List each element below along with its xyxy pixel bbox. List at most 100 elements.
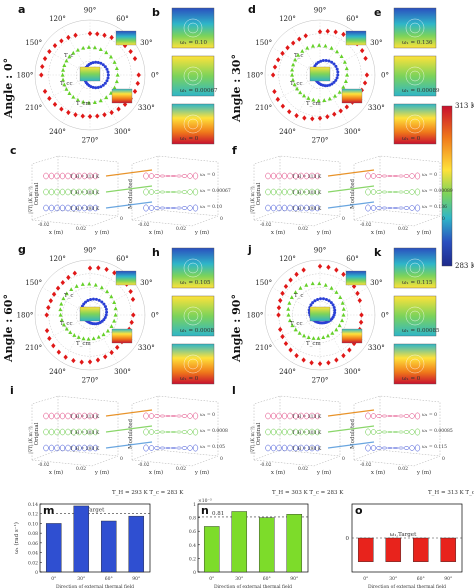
surface-line	[270, 428, 277, 436]
polar-tick-label: 270°	[82, 137, 99, 145]
y-tick-label: 0	[193, 570, 196, 576]
surface-line	[148, 189, 155, 195]
data-point-red	[276, 57, 281, 63]
data-point-blue	[104, 313, 108, 317]
surface-line	[314, 412, 321, 420]
temp-label: T_cc	[290, 321, 303, 327]
surface-line	[403, 446, 410, 450]
surface-line	[376, 414, 382, 418]
data-point-green	[64, 291, 69, 296]
surface-line	[48, 428, 55, 436]
axis-tick-label: 0.02	[176, 466, 186, 472]
data-point-green	[112, 85, 117, 90]
surface-line	[298, 412, 304, 420]
surface-line	[298, 428, 304, 436]
surface-line	[276, 428, 282, 436]
surface-line	[148, 173, 155, 179]
surface-line	[292, 412, 299, 420]
axis-tick-label: 0.02	[298, 226, 308, 232]
surface-line	[403, 430, 410, 434]
surface-line	[192, 444, 199, 452]
data-point-red	[347, 347, 352, 353]
axis-tick-label: 0	[342, 216, 345, 222]
data-point-green	[291, 62, 296, 67]
data-point-blue	[328, 83, 332, 87]
data-point-blue	[319, 59, 323, 63]
surface-line	[398, 446, 404, 450]
data-point-red	[280, 50, 285, 56]
surface-line	[170, 415, 177, 417]
panel-letter: a	[18, 3, 25, 16]
x-tick-label: 60°	[105, 576, 113, 582]
data-point-red	[276, 305, 282, 311]
data-point-green	[344, 66, 349, 71]
field-map-ring	[187, 118, 199, 130]
data-point-green	[341, 312, 346, 317]
x-axis-label: x (m)	[271, 469, 285, 476]
data-point-blue	[321, 59, 325, 63]
angle-label: Angle : 0°	[2, 58, 15, 119]
bar	[385, 537, 402, 562]
surface-line	[59, 188, 66, 196]
data-point-red	[56, 349, 62, 355]
surface-line	[143, 204, 149, 212]
surface-line	[370, 189, 377, 195]
data-point-green	[316, 336, 321, 340]
surface-line	[276, 188, 282, 196]
polar-tick-label: 330°	[138, 344, 155, 352]
axes-box	[353, 155, 441, 227]
surface-line	[392, 415, 399, 417]
bar	[286, 514, 303, 573]
connector-arrow	[105, 441, 153, 449]
panel-letter: f	[232, 144, 237, 157]
data-point-red	[364, 72, 370, 78]
polar-tick-label: 30°	[140, 39, 152, 47]
gradient-3d-panel-l: l |∇T| (K m⁻¹) Original Modulated x (m) y (m)…	[232, 384, 453, 476]
surface-line	[314, 172, 321, 180]
surface-line	[181, 174, 188, 178]
surface-line	[92, 444, 99, 452]
surface-line	[265, 444, 271, 452]
temperature-legend: T_H = 293 K	[292, 206, 322, 212]
data-point-green	[61, 67, 66, 72]
bar	[231, 511, 248, 573]
x-axis-label: x (m)	[149, 229, 163, 236]
data-point-red	[363, 55, 368, 62]
x-axis-label: x (m)	[371, 469, 385, 476]
axis-tick-label: -0.02	[360, 462, 372, 468]
surface-line	[192, 188, 199, 196]
data-point-green	[76, 335, 81, 339]
data-point-green	[108, 54, 113, 59]
data-point-red	[95, 357, 101, 363]
data-point-red	[131, 312, 136, 318]
data-point-green	[61, 296, 66, 301]
data-point-green	[340, 300, 345, 305]
surface-line	[148, 445, 155, 451]
temperature-legend: T_H = 313 K	[292, 174, 322, 180]
surface-line	[159, 430, 166, 434]
polar-tick-label: 270°	[312, 137, 329, 145]
surface-line	[154, 446, 160, 450]
surface-line	[376, 430, 382, 434]
temperature-legend: T_H = 293 K	[70, 446, 100, 452]
surface-line	[303, 188, 310, 196]
surface-line	[392, 447, 399, 449]
data-point-red	[66, 274, 71, 281]
surface-line	[176, 414, 182, 418]
surface-line	[143, 412, 149, 420]
surface-line	[81, 412, 88, 420]
surface-line	[281, 188, 288, 196]
original-label: Original	[256, 422, 262, 445]
data-point-red	[59, 38, 64, 44]
data-point-blue	[322, 297, 326, 301]
data-point-red	[355, 290, 360, 296]
polar-tick-label: 90°	[314, 247, 326, 255]
surface-line	[181, 446, 188, 450]
surface-line	[409, 429, 415, 435]
data-point-green	[345, 72, 350, 77]
data-point-red	[109, 109, 114, 116]
surface-line	[298, 172, 304, 180]
omega-legend: ω₁ = 0.115	[422, 444, 447, 450]
field-map-ring	[183, 114, 203, 134]
surface-line	[381, 206, 388, 210]
